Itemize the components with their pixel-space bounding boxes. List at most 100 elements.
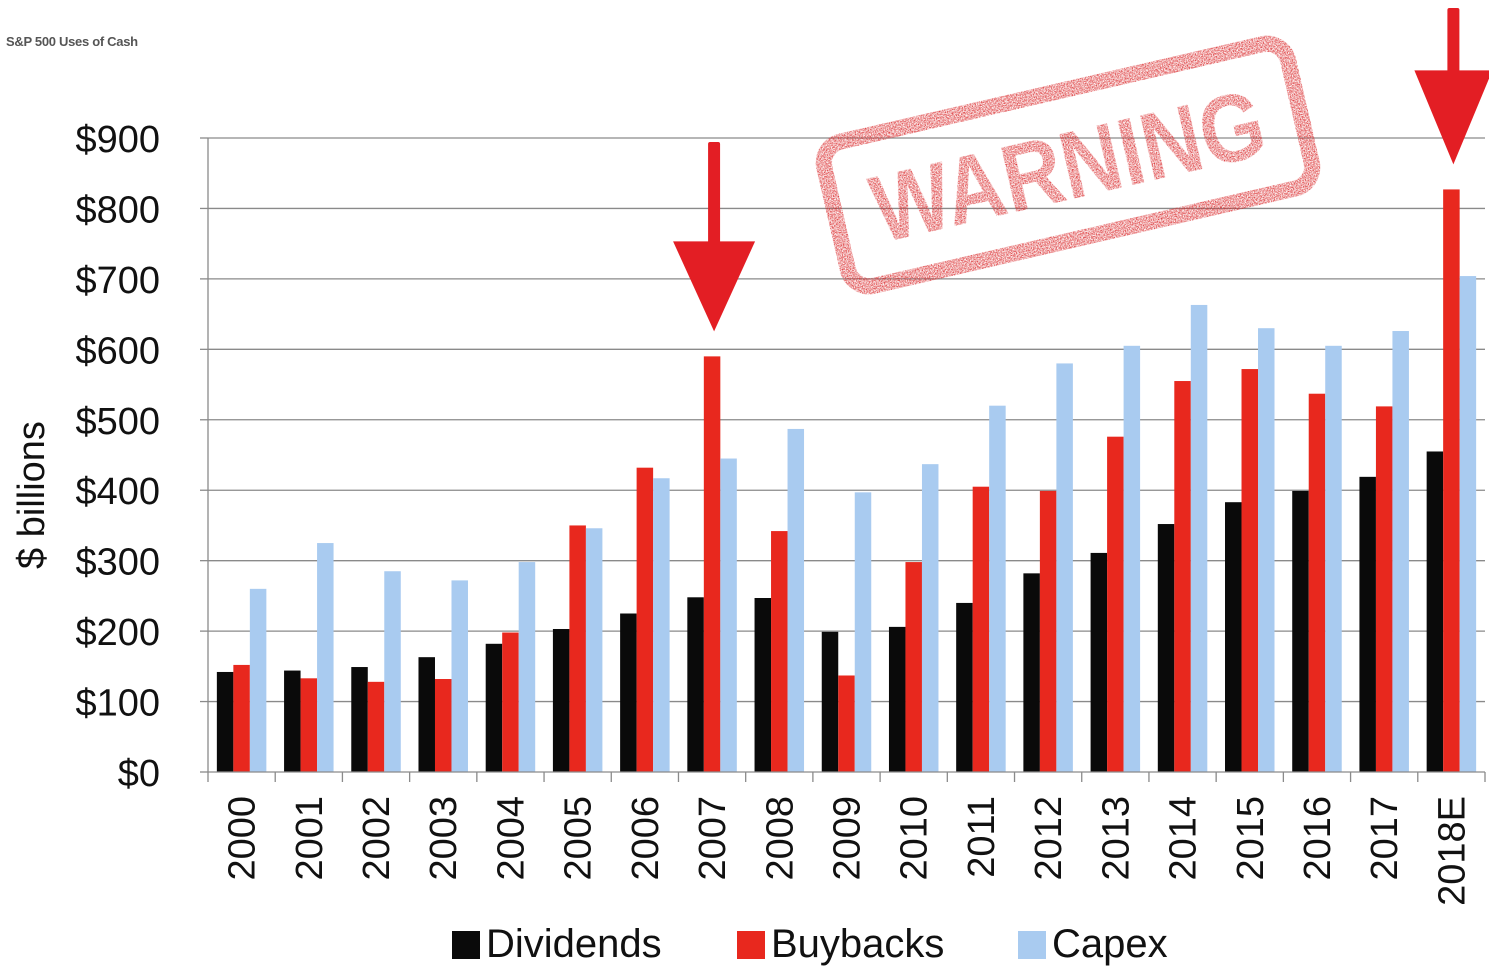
bar-capex	[1459, 276, 1477, 772]
bar-buybacks	[1174, 381, 1191, 772]
arrow-shaft	[708, 142, 721, 246]
legend-label-dividends: Dividends	[486, 922, 662, 966]
bar-capex	[1056, 363, 1073, 772]
y-tick-label: $900	[75, 119, 160, 161]
red-arrow-2007	[673, 142, 756, 332]
x-tick-label: 2008	[759, 796, 801, 881]
bar-dividends	[1023, 573, 1040, 772]
x-tick-label: 2018E	[1431, 796, 1473, 906]
bar-dividends	[1359, 476, 1376, 772]
bar-capex	[720, 458, 737, 772]
annotations	[673, 8, 1489, 332]
bar-dividends	[216, 671, 234, 772]
bar-capex	[1392, 331, 1409, 772]
bar-dividends	[1292, 490, 1309, 772]
arrow-shaft	[1447, 8, 1460, 75]
warning-stamp: WARNING	[815, 35, 1321, 295]
bar-capex	[317, 543, 334, 772]
y-tick-label: $600	[75, 330, 160, 372]
axes: $0 $100 $200 $300 $400 $500 $600 $700 $800 $900 20…	[75, 119, 1486, 906]
bar-dividends	[956, 602, 973, 772]
legend-item-dividends: Dividends	[452, 922, 662, 967]
bar-capex	[1190, 304, 1208, 772]
x-tick-label: 2006	[625, 796, 667, 881]
bar-dividends	[1426, 451, 1444, 772]
x-tick-label: 2010	[894, 796, 936, 881]
x-tick-label: 2014	[1163, 796, 1205, 881]
bar-capex	[921, 464, 939, 772]
chart-title: S&P 500 Uses of Cash	[6, 34, 138, 49]
bar-buybacks	[1107, 436, 1124, 772]
bar-chart: $0 $100 $200 $300 $400 $500 $600 $700 $800 $900 20…	[11, 8, 1489, 906]
bar-dividends	[485, 643, 503, 772]
bar-buybacks	[569, 525, 586, 772]
bar-buybacks	[367, 681, 385, 772]
bar-buybacks	[1308, 393, 1326, 772]
bar-dividends	[620, 613, 637, 772]
bar-buybacks	[905, 562, 922, 772]
x-tick-label: 2015	[1230, 796, 1272, 881]
bar-buybacks	[703, 356, 721, 772]
arrow-head	[673, 241, 756, 332]
y-tick-label: $800	[75, 189, 160, 231]
stamp-border	[815, 35, 1321, 295]
bar-capex	[518, 562, 536, 772]
bar-capex	[249, 588, 267, 772]
bar-capex	[854, 492, 872, 772]
bar-capex	[653, 478, 670, 772]
bar-buybacks	[300, 678, 318, 772]
x-tick-label: 2003	[423, 796, 465, 881]
x-tick-label: 2000	[222, 796, 264, 881]
y-tick-label: $700	[75, 260, 160, 302]
bar-dividends	[687, 597, 704, 772]
bar-capex	[585, 528, 603, 772]
y-axis-label: $ billions	[11, 421, 53, 569]
bar-buybacks	[1375, 406, 1393, 772]
bar-buybacks	[434, 679, 452, 772]
bar-buybacks	[1443, 189, 1460, 772]
red-arrow-2018E	[1414, 8, 1489, 165]
x-tick-label: 2013	[1095, 796, 1137, 881]
bar-dividends	[888, 626, 906, 772]
x-tick-label: 2016	[1297, 796, 1339, 881]
y-tick-label: $300	[75, 542, 160, 584]
x-tick-label: 2001	[289, 796, 331, 881]
bar-dividends	[1090, 552, 1108, 772]
x-tick-label: 2007	[692, 796, 734, 881]
x-tick-label: 2012	[1028, 796, 1070, 881]
bar-dividends	[552, 628, 570, 772]
legend-item-buybacks: Buybacks	[737, 922, 944, 967]
legend-swatch-buybacks	[737, 930, 765, 959]
bar-dividends	[351, 667, 368, 772]
x-tick-label: 2002	[356, 796, 398, 881]
x-tick-label: 2005	[558, 796, 600, 881]
bar-buybacks	[838, 675, 855, 772]
bar-dividends	[1157, 524, 1175, 772]
bar-buybacks	[502, 632, 519, 772]
x-tick-label: 2004	[490, 796, 532, 881]
bar-capex	[989, 405, 1006, 772]
bar-buybacks	[972, 486, 990, 772]
legend-swatch-capex	[1018, 930, 1046, 959]
y-tick-label: $0	[118, 753, 160, 795]
bar-buybacks	[233, 664, 250, 772]
bar-dividends	[1225, 502, 1242, 772]
legend-label-buybacks: Buybacks	[771, 922, 945, 966]
legend-swatch-dividends	[452, 930, 480, 959]
y-tick-label: $100	[75, 683, 160, 725]
chart-legend: Dividends Buybacks Capex	[0, 922, 1489, 972]
legend-label-capex: Capex	[1052, 922, 1168, 966]
bars	[216, 189, 1477, 772]
bar-dividends	[754, 598, 772, 772]
bar-buybacks	[636, 467, 654, 772]
bar-capex	[451, 580, 468, 772]
x-tick-label: 2011	[961, 796, 1003, 878]
bar-capex	[1123, 345, 1141, 772]
bar-capex	[787, 428, 805, 772]
bar-capex	[384, 571, 401, 772]
bar-dividends	[821, 631, 839, 772]
bar-dividends	[418, 657, 435, 772]
bar-buybacks	[1241, 369, 1259, 772]
bar-capex	[1258, 328, 1275, 772]
bar-capex	[1325, 345, 1342, 772]
